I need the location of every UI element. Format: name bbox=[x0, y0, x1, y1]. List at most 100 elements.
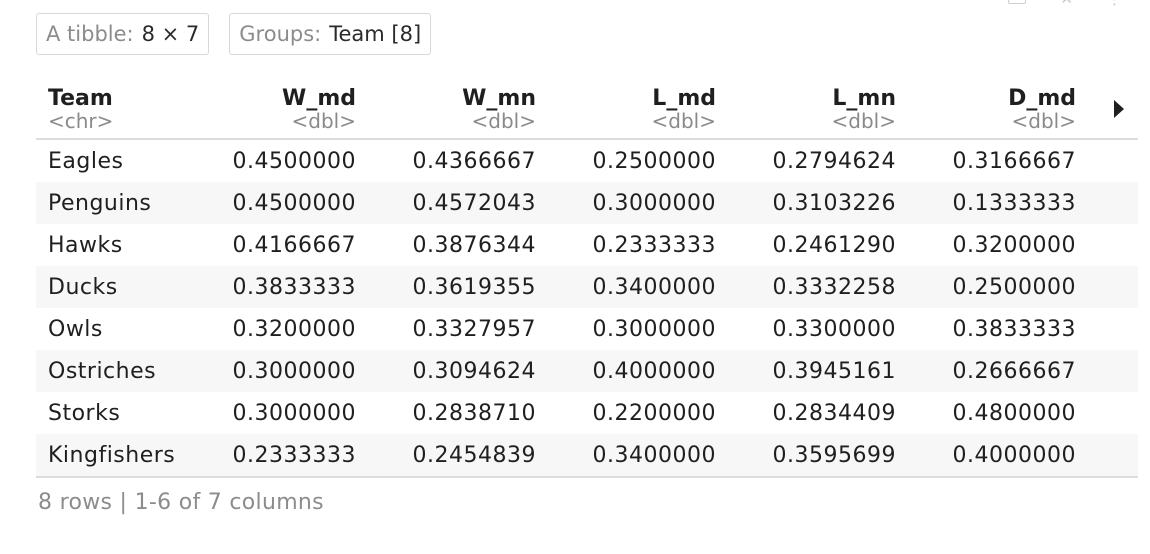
table-row: Kingfishers 0.2333333 0.2454839 0.3400000 0.… bbox=[36, 434, 1138, 478]
filler-cell bbox=[1112, 224, 1138, 266]
value-cell: 0.4500000 bbox=[212, 182, 392, 224]
column-name: W_md bbox=[282, 86, 356, 111]
column-name: W_mn bbox=[462, 86, 536, 111]
value-cell: 0.3327957 bbox=[412, 316, 536, 342]
value-cell: 0.3332258 bbox=[752, 266, 932, 308]
value-cell: 0.2500000 bbox=[592, 148, 716, 174]
value-cell: 0.3000000 bbox=[232, 400, 356, 426]
value-cell: 0.2454839 bbox=[392, 434, 572, 478]
value-cell: 0.3876344 bbox=[412, 232, 536, 258]
header-row: Team <chr> W_md <dbl> W_mn <dbl> L_md <d… bbox=[36, 72, 1138, 140]
column-name: L_md bbox=[652, 86, 716, 111]
table-row: Hawks 0.4166667 0.3876344 0.2333333 0.246129… bbox=[36, 224, 1138, 266]
value-cell: 0.2200000 bbox=[592, 400, 716, 426]
value-cell: 0.4800000 bbox=[952, 400, 1076, 426]
value-cell: 0.3300000 bbox=[772, 316, 896, 342]
value-cell: 0.3595699 bbox=[752, 434, 932, 478]
value-cell: 0.3400000 bbox=[572, 266, 752, 308]
value-cell: 0.2834409 bbox=[772, 400, 896, 426]
value-cell: 0.4000000 bbox=[572, 350, 752, 392]
value-cell: 0.4572043 bbox=[392, 182, 572, 224]
team-cell: Kingfishers bbox=[36, 434, 212, 478]
value-cell: 0.2333333 bbox=[212, 434, 392, 478]
value-cell: 0.2461290 bbox=[772, 232, 896, 258]
filler-cell bbox=[1112, 139, 1138, 182]
table-body: Eagles 0.4500000 0.4366667 0.2500000 0.27946… bbox=[36, 139, 1138, 478]
team-cell: Ducks bbox=[36, 266, 212, 308]
filler-cell bbox=[1112, 182, 1138, 224]
summary-badges: A tibble: 8 × 7 Groups: Team [8] bbox=[36, 13, 432, 55]
column-type: <dbl> bbox=[471, 109, 536, 133]
column-header-w-mn[interactable]: W_mn <dbl> bbox=[392, 72, 572, 140]
value-cell: 0.3166667 bbox=[952, 148, 1076, 174]
filler-cell bbox=[1112, 350, 1138, 392]
table-row: Eagles 0.4500000 0.4366667 0.2500000 0.27946… bbox=[36, 139, 1138, 182]
value-cell: 0.2838710 bbox=[412, 400, 536, 426]
value-cell: 0.3945161 bbox=[752, 350, 932, 392]
team-cell: Penguins bbox=[36, 182, 212, 224]
column-name: Team bbox=[48, 86, 113, 111]
value-cell: 0.4500000 bbox=[232, 148, 356, 174]
next-columns-arrow-icon[interactable] bbox=[1114, 100, 1124, 118]
team-cell: Hawks bbox=[48, 232, 123, 258]
value-cell: 0.3000000 bbox=[592, 316, 716, 342]
export-icon[interactable] bbox=[1008, 0, 1027, 4]
column-name: D_md bbox=[1008, 86, 1076, 111]
next-columns-cell bbox=[1112, 72, 1138, 140]
team-cell: Eagles bbox=[48, 148, 124, 174]
value-cell: 0.2794624 bbox=[772, 148, 896, 174]
column-type: <dbl> bbox=[291, 109, 356, 133]
table-row: Storks 0.3000000 0.2838710 0.2200000 0.28344… bbox=[36, 392, 1138, 434]
top-toolbar: ✕ ⋮ bbox=[1008, 0, 1122, 8]
value-cell: 0.3200000 bbox=[232, 316, 356, 342]
value-cell: 0.3000000 bbox=[212, 350, 392, 392]
groups-badge-value: Team [8] bbox=[329, 22, 422, 46]
table-row: Owls 0.3200000 0.3327957 0.3000000 0.3300000… bbox=[36, 308, 1138, 350]
column-header-l-md[interactable]: L_md <dbl> bbox=[572, 72, 752, 140]
column-header-l-mn[interactable]: L_mn <dbl> bbox=[752, 72, 932, 140]
value-cell: 0.1333333 bbox=[932, 182, 1112, 224]
data-table: Team <chr> W_md <dbl> W_mn <dbl> L_md <d… bbox=[36, 72, 1138, 478]
table-row: Ostriches 0.3000000 0.3094624 0.4000000 0.39… bbox=[36, 350, 1138, 392]
groups-badge: Groups: Team [8] bbox=[229, 13, 432, 55]
value-cell: 0.3833333 bbox=[212, 266, 392, 308]
column-type: <chr> bbox=[48, 109, 114, 133]
value-cell: 0.4166667 bbox=[232, 232, 356, 258]
close-icon[interactable]: ✕ bbox=[1060, 0, 1073, 8]
team-cell: Storks bbox=[48, 400, 121, 426]
column-type: <dbl> bbox=[1011, 109, 1076, 133]
value-cell: 0.3103226 bbox=[752, 182, 932, 224]
value-cell: 0.3200000 bbox=[952, 232, 1076, 258]
filler-cell bbox=[1112, 434, 1138, 478]
tibble-badge-key: A tibble: bbox=[46, 22, 134, 46]
column-header-w-md[interactable]: W_md <dbl> bbox=[212, 72, 392, 140]
column-header-d-md[interactable]: D_md <dbl> bbox=[932, 72, 1112, 140]
value-cell: 0.2500000 bbox=[932, 266, 1112, 308]
value-cell: 0.2333333 bbox=[592, 232, 716, 258]
tibble-dimensions-badge: A tibble: 8 × 7 bbox=[36, 13, 210, 55]
value-cell: 0.3000000 bbox=[572, 182, 752, 224]
tibble-badge-value: 8 × 7 bbox=[141, 22, 200, 46]
value-cell: 0.4366667 bbox=[412, 148, 536, 174]
column-type: <dbl> bbox=[651, 109, 716, 133]
column-name: L_mn bbox=[832, 86, 896, 111]
groups-badge-key: Groups: bbox=[239, 22, 322, 46]
more-icon[interactable]: ⋮ bbox=[1107, 0, 1122, 8]
table-row: Ducks 0.3833333 0.3619355 0.3400000 0.333225… bbox=[36, 266, 1138, 308]
filler-cell bbox=[1112, 392, 1138, 434]
value-cell: 0.2666667 bbox=[932, 350, 1112, 392]
filler-cell bbox=[1112, 266, 1138, 308]
column-type: <dbl> bbox=[831, 109, 896, 133]
team-cell: Ostriches bbox=[36, 350, 212, 392]
value-cell: 0.3619355 bbox=[392, 266, 572, 308]
value-cell: 0.3833333 bbox=[952, 316, 1076, 342]
team-cell: Owls bbox=[48, 316, 103, 342]
value-cell: 0.4000000 bbox=[932, 434, 1112, 478]
filler-cell bbox=[1112, 308, 1138, 350]
table-row: Penguins 0.4500000 0.4572043 0.3000000 0.310… bbox=[36, 182, 1138, 224]
table-footer-summary: 8 rows | 1-6 of 7 columns bbox=[38, 490, 324, 515]
value-cell: 0.3094624 bbox=[392, 350, 572, 392]
column-header-team[interactable]: Team <chr> bbox=[36, 72, 212, 140]
data-table-container: Team <chr> W_md <dbl> W_mn <dbl> L_md <d… bbox=[36, 72, 1138, 478]
